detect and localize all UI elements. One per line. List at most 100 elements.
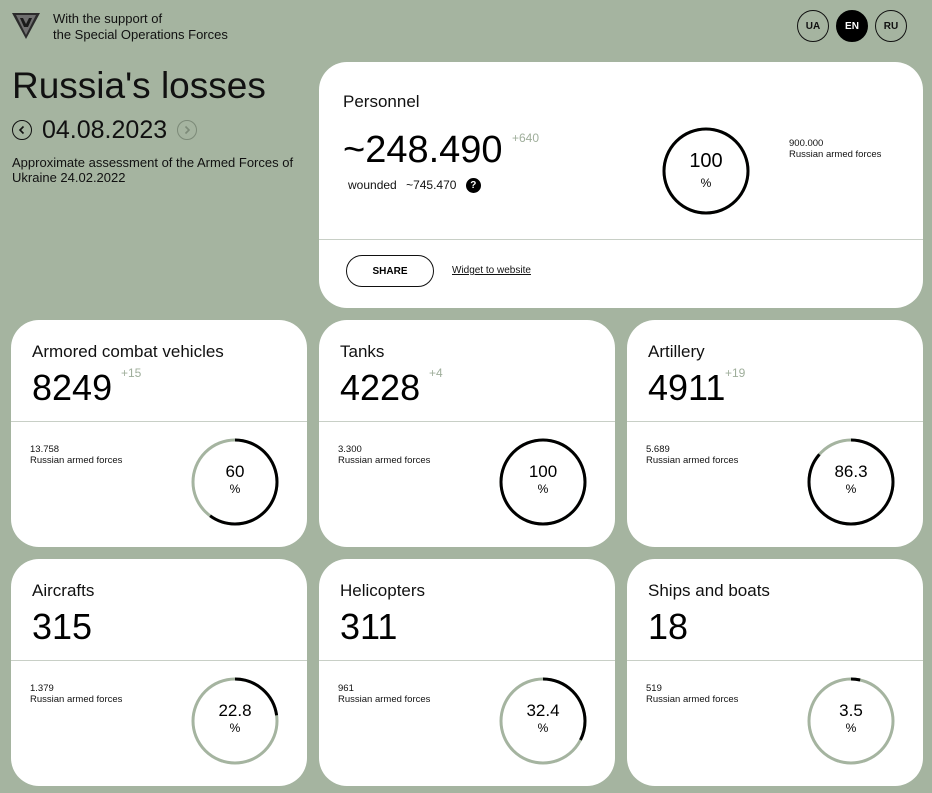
ring-percent-value: 22.8 [218, 701, 252, 720]
card-ring: 3.5 % [805, 675, 897, 767]
reference-text: Russian armed forces [30, 694, 123, 705]
spec-ops-emblem-icon[interactable] [10, 9, 42, 41]
chevron-left-icon[interactable] [12, 120, 32, 140]
personnel-reference: 900.000 Russian armed forces [789, 138, 899, 160]
page-subtitle: Approximate assessment of the Armed Forc… [12, 155, 294, 185]
widget-to-website-link[interactable]: Widget to website [452, 265, 531, 276]
progress-ring-icon [191, 438, 279, 526]
reference-number: 961 [338, 683, 354, 694]
reference-number: 3.300 [338, 444, 362, 455]
wounded-label: wounded [348, 178, 397, 192]
card-ring: 100 % [497, 436, 589, 528]
question-icon[interactable]: ? [465, 178, 481, 194]
ring-percent-sign: % [845, 482, 857, 496]
progress-ring-icon [662, 127, 750, 215]
card-ring: 60 % [189, 436, 281, 528]
progress-ring-icon [807, 677, 895, 765]
card-title: Armored combat vehicles [32, 342, 224, 361]
card-tanks: Tanks 4228 +4 3.300 Russian armed forces… [319, 320, 615, 547]
ring-percent-sign: % [229, 482, 241, 496]
card-divider [627, 421, 923, 422]
card-value: 8249 [32, 367, 113, 408]
card-divider [319, 421, 615, 422]
support-line-1: With the support of [53, 11, 163, 26]
card-ring: 22.8 % [189, 675, 281, 767]
reference-text: Russian armed forces [338, 455, 431, 466]
lang-ua-button[interactable]: UA [797, 10, 829, 42]
reference-text: Russian armed forces [338, 694, 431, 705]
card-title: Ships and boats [648, 581, 770, 600]
card-aircrafts: Aircrafts 315 1.379 Russian armed forces… [11, 559, 307, 786]
card-divider [319, 660, 615, 661]
share-button[interactable]: SHARE [346, 255, 434, 287]
card-title: Helicopters [340, 581, 426, 600]
ring-percent-sign: % [845, 721, 857, 735]
reference-number: 519 [646, 683, 662, 694]
ring-percent-sign: % [537, 721, 549, 735]
card-reference: 961 Russian armed forces [338, 683, 448, 705]
card-reference: 1.379 Russian armed forces [30, 683, 140, 705]
page-title: Russia's losses [12, 65, 266, 106]
ring-percent-value: 86.3 [834, 462, 868, 481]
reference-number: 900.000 [789, 138, 824, 149]
card-helicopters: Helicopters 311 961 Russian armed forces… [319, 559, 615, 786]
card-reference: 13.758 Russian armed forces [30, 444, 140, 466]
card-reference: 5.689 Russian armed forces [646, 444, 756, 466]
progress-ring-icon [807, 438, 895, 526]
card-reference: 3.300 Russian armed forces [338, 444, 448, 466]
wounded-row: wounded ~745.470 ? [348, 178, 481, 194]
ring-percent-sign: % [700, 176, 712, 190]
card-value: 4911 [648, 367, 726, 408]
ring-percent-value: 100 [689, 150, 723, 172]
date-navigator: 04.08.2023 [12, 115, 198, 144]
card-value: 4228 [340, 367, 421, 408]
lang-en-button[interactable]: EN [836, 10, 868, 42]
personnel-delta: +640 [512, 131, 540, 145]
reference-text: Russian armed forces [30, 455, 123, 466]
ring-percent-value: 32.4 [526, 701, 560, 720]
card-divider [627, 660, 923, 661]
reference-number: 5.689 [646, 444, 670, 455]
card-divider [11, 421, 307, 422]
card-delta: +4 [429, 366, 443, 380]
progress-ring-icon [499, 438, 587, 526]
card-title: Artillery [648, 342, 705, 361]
support-text: With the support of the Special Operatio… [53, 11, 228, 43]
reference-number: 1.379 [30, 683, 54, 694]
card-value: 311 [340, 606, 398, 647]
ring-percent-value: 3.5 [839, 701, 863, 720]
wounded-value: ~745.470 [406, 178, 457, 192]
ring-percent-value: 60 [225, 462, 245, 481]
ring-percent-value: 100 [528, 462, 558, 481]
progress-ring-icon [499, 677, 587, 765]
reference-text: Russian armed forces [646, 694, 739, 705]
card-title: Tanks [340, 342, 385, 361]
card-value: 315 [32, 606, 93, 647]
reference-text: Russian armed forces [646, 455, 739, 466]
card-artillery: Artillery 4911 +19 5.689 Russian armed f… [627, 320, 923, 547]
current-date: 04.08.2023 [42, 115, 168, 144]
card-ring: 86.3 % [805, 436, 897, 528]
reference-number: 13.758 [30, 444, 60, 455]
personnel-ring: 100 % [661, 126, 751, 216]
card-reference: 519 Russian armed forces [646, 683, 756, 705]
ring-percent-sign: % [229, 721, 241, 735]
card-ships-boats: Ships and boats 18 519 Russian armed for… [627, 559, 923, 786]
card-delta: +15 [121, 366, 142, 380]
reference-text: Russian armed forces [789, 149, 882, 160]
progress-ring-icon [191, 677, 279, 765]
personnel-title: Personnel [343, 92, 420, 111]
card-divider [11, 660, 307, 661]
chevron-right-icon[interactable] [177, 120, 198, 140]
personnel-card: Personnel ~248.490 +640 wounded ~745.470… [319, 62, 923, 308]
support-line-2: the Special Operations Forces [53, 27, 228, 42]
card-ring: 32.4 % [497, 675, 589, 767]
personnel-value: ~248.490 [343, 129, 503, 171]
ring-percent-sign: % [537, 482, 549, 496]
card-title: Aircrafts [32, 581, 95, 600]
card-armored-vehicles: Armored combat vehicles 8249 +15 13.758 … [11, 320, 307, 547]
lang-ru-button[interactable]: RU [875, 10, 907, 42]
card-delta: +19 [725, 366, 746, 380]
card-divider [319, 239, 923, 240]
card-value: 18 [648, 606, 689, 647]
